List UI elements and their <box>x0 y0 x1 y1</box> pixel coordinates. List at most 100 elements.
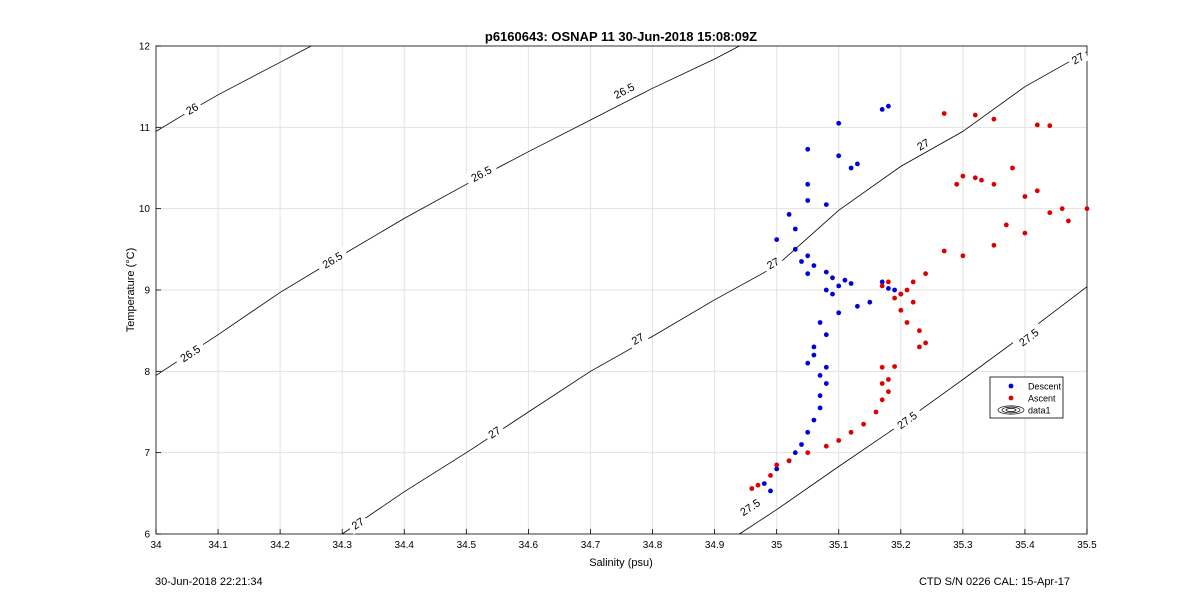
point-ascent <box>991 242 997 248</box>
point-descent <box>817 320 823 325</box>
y-tick-label: 6 <box>144 530 150 541</box>
point-ascent <box>1034 122 1040 128</box>
point-descent <box>817 373 823 378</box>
legend-label: Descent <box>1028 382 1062 392</box>
legend: Descent Ascent data1 <box>989 376 1064 419</box>
contour-label-text: 27 <box>915 137 932 153</box>
x-axis: 34 34.1 34.2 34.3 34.4 34.5 34.6 34.7 34.8 34.9 35… <box>150 529 1097 551</box>
point-ascent <box>972 112 978 118</box>
point-ascent <box>991 181 997 187</box>
legend-contour-ring <box>1005 408 1017 412</box>
point-descent <box>811 263 817 268</box>
point-descent <box>799 442 804 447</box>
contour-label-bg <box>761 252 785 274</box>
point-descent <box>811 352 817 358</box>
x-tick-label: 34.2 <box>270 540 290 551</box>
point-ascent <box>1059 206 1065 212</box>
contour-label: 26 <box>180 97 204 120</box>
contour-label-bg <box>890 405 924 436</box>
contour-label: 27 <box>345 512 370 535</box>
point-ascent <box>755 482 761 488</box>
point-descent <box>879 107 885 112</box>
point-ascent <box>879 397 885 403</box>
x-tick-label: 35.1 <box>829 540 849 551</box>
point-descent <box>811 417 817 423</box>
y-axis: 6 7 8 9 10 11 12 <box>139 42 161 541</box>
contour-label-bg <box>180 97 204 120</box>
point-ascent <box>886 389 891 395</box>
contour-label-bg <box>1011 322 1046 353</box>
point-descent <box>792 450 798 456</box>
point-ascent <box>1022 194 1028 199</box>
point-descent <box>830 275 835 281</box>
point-descent <box>805 271 811 277</box>
grid-lines <box>156 46 1087 534</box>
point-ascent <box>1010 165 1015 171</box>
point-ascent <box>774 462 780 468</box>
x-axis-label: Salinity (psu) <box>589 557 653 569</box>
point-descent <box>836 120 842 126</box>
point-ascent <box>848 429 854 435</box>
point-descent <box>786 212 792 217</box>
point-descent <box>761 481 767 486</box>
point-ascent <box>917 344 922 350</box>
footer-calibration: CTD S/N 0226 CAL: 15-Apr-17 <box>918 576 1070 588</box>
x-tick-label: 34.1 <box>208 540 228 551</box>
contour-label-text: 27 <box>630 331 647 347</box>
point-ascent <box>904 320 910 325</box>
point-ascent <box>879 381 885 386</box>
point-descent <box>805 429 811 435</box>
contour-label-text: 27 <box>486 425 503 442</box>
point-ascent <box>1034 188 1040 194</box>
y-tick-label: 12 <box>139 42 151 53</box>
contour-label-text: 27 <box>1070 51 1087 67</box>
point-descent <box>805 253 811 259</box>
point-ascent <box>960 173 966 179</box>
x-tick-label: 35 <box>771 540 783 551</box>
point-ascent <box>749 486 755 491</box>
point-descent <box>842 277 848 283</box>
point-descent <box>848 281 854 286</box>
y-tick-label: 8 <box>144 367 150 378</box>
legend-label: data1 <box>1028 406 1051 416</box>
point-ascent <box>898 307 904 313</box>
footer-timestamp: 30-Jun-2018 22:21:34 <box>155 576 263 588</box>
point-ascent <box>898 291 904 297</box>
legend-contour-icon <box>997 405 1025 415</box>
contour-line <box>155 45 312 132</box>
point-descent <box>892 287 897 293</box>
point-ascent <box>917 328 922 334</box>
contour-label: 26.5 <box>463 160 499 188</box>
point-descent <box>823 202 829 208</box>
point-descent <box>823 332 829 338</box>
point-descent <box>848 165 854 171</box>
contour-label: 26.5 <box>173 338 208 368</box>
x-tick-label: 35.5 <box>1077 540 1097 551</box>
x-tick-label: 34.4 <box>395 540 415 551</box>
data-points <box>749 103 1090 494</box>
y-tick-label: 11 <box>140 123 151 134</box>
point-ascent <box>861 421 866 427</box>
contour-label: 27 <box>625 328 650 350</box>
point-descent <box>867 299 873 305</box>
point-ascent <box>892 295 897 301</box>
point-descent <box>830 291 835 297</box>
contour-label: 26.5 <box>606 77 642 105</box>
point-descent <box>805 146 811 152</box>
point-ascent <box>941 248 947 254</box>
point-descent <box>817 393 823 399</box>
point-descent <box>836 310 842 316</box>
contour-label-bg <box>345 512 370 535</box>
point-descent <box>792 226 798 232</box>
point-descent <box>886 103 891 109</box>
x-tick-label: 34.5 <box>457 540 477 551</box>
contour-label: 27 <box>911 133 935 156</box>
legend-label: Ascent <box>1028 394 1056 404</box>
contour-label-text: 27 <box>350 516 367 533</box>
contour-label-bg <box>625 328 650 350</box>
x-tick-label: 34.8 <box>643 540 663 551</box>
x-tick-label: 35.4 <box>1015 540 1035 551</box>
contour-line <box>341 51 1088 535</box>
point-ascent <box>979 177 984 183</box>
point-ascent <box>879 283 885 289</box>
